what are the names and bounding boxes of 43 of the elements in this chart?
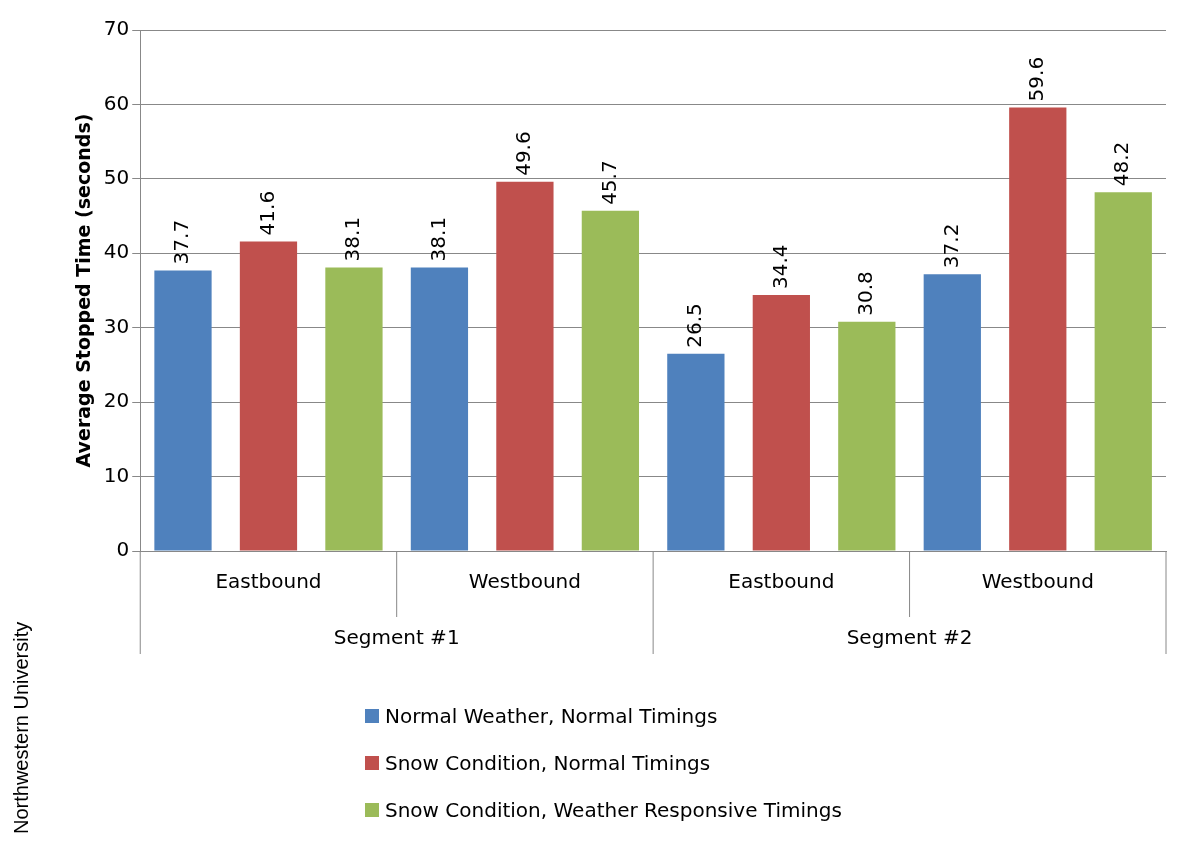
bar xyxy=(923,274,981,551)
bar xyxy=(239,241,298,551)
bar xyxy=(838,321,896,551)
data-label: 45.7 xyxy=(596,160,621,205)
y-axis-title: Average Stopped Time (seconds) xyxy=(72,113,95,468)
y-tick-label: 60 xyxy=(103,90,130,115)
legend-label: Snow Condition, Normal Timings xyxy=(385,750,711,775)
bar xyxy=(667,353,725,551)
y-tick-label: 30 xyxy=(103,313,130,338)
y-tick-label: 10 xyxy=(103,462,130,487)
data-label: 30.8 xyxy=(853,271,878,316)
data-label: 34.4 xyxy=(767,244,792,289)
data-label: 38.1 xyxy=(425,216,450,262)
y-tick-label: 40 xyxy=(103,239,130,264)
bar xyxy=(581,210,640,551)
text: Segment #1 xyxy=(333,625,460,650)
data-label: 26.5 xyxy=(682,303,707,348)
data-label: 41.6 xyxy=(254,190,279,236)
bar xyxy=(1094,192,1152,551)
bar xyxy=(325,267,383,551)
data-label: 37.2 xyxy=(938,223,963,269)
bar xyxy=(496,181,554,551)
bar xyxy=(1009,107,1067,551)
data-label: 59.6 xyxy=(1023,56,1048,102)
text: Northwestern University xyxy=(9,621,32,834)
x-tick-label: Eastbound xyxy=(215,569,322,594)
y-tick-label: 70 xyxy=(103,16,130,41)
bar xyxy=(752,294,810,551)
x-tick-label: Westbound xyxy=(468,569,581,594)
legend-label: Snow Condition, Weather Responsive Timings xyxy=(385,797,842,822)
data-label: 48.2 xyxy=(1109,141,1134,187)
bar xyxy=(154,270,212,551)
x-tick-label: Westbound xyxy=(981,569,1094,594)
x-tick-label: Eastbound xyxy=(728,569,835,594)
text: Segment #2 xyxy=(846,625,973,650)
data-label: 49.6 xyxy=(511,131,536,176)
y-tick-label: 50 xyxy=(103,165,130,190)
bar xyxy=(410,267,469,551)
data-label: 38.1 xyxy=(340,216,365,262)
y-tick-label: 0 xyxy=(116,537,130,562)
y-tick-label: 20 xyxy=(103,388,130,413)
legend-label: Normal Weather, Normal Timings xyxy=(385,703,718,728)
data-label: 37.7 xyxy=(169,219,194,265)
